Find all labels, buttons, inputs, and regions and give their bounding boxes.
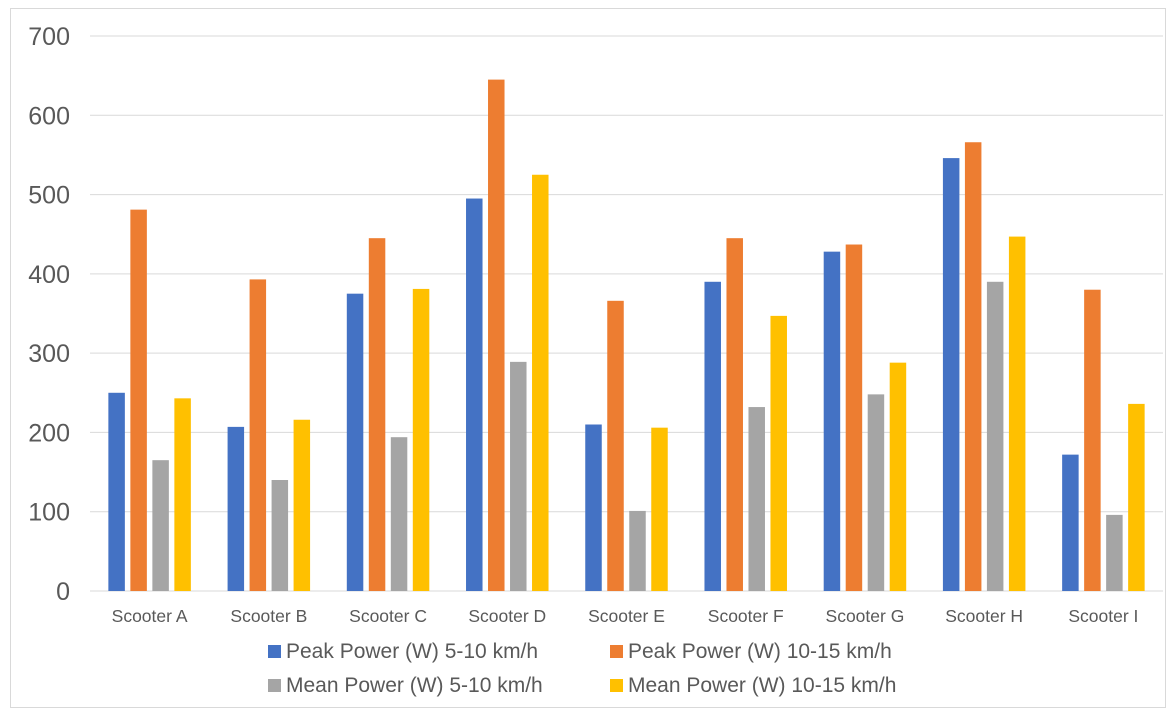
bar — [726, 238, 743, 591]
bar — [510, 361, 527, 591]
bar — [942, 158, 960, 591]
bar — [823, 251, 841, 591]
bar — [271, 480, 289, 591]
bar — [585, 424, 602, 591]
bar — [108, 392, 125, 591]
legend-label: Mean Power (W) 5-10 km/h — [286, 674, 543, 697]
bar — [845, 244, 863, 591]
bar — [346, 293, 364, 591]
bar — [174, 398, 191, 591]
legend-swatch — [268, 645, 281, 658]
bar — [964, 142, 982, 591]
legend-label: Mean Power (W) 10-15 km/h — [628, 674, 896, 697]
chart-frame — [10, 8, 1166, 708]
y-tick-label: 0 — [56, 578, 70, 606]
x-tick-label: Scooter E — [588, 606, 665, 626]
legend-swatch — [610, 679, 623, 692]
bar — [488, 79, 505, 591]
bar — [390, 437, 408, 591]
bar — [130, 209, 147, 591]
x-tick-label: Scooter I — [1068, 606, 1138, 626]
legend-label: Peak Power (W) 10-15 km/h — [628, 640, 892, 663]
y-tick-label: 100 — [28, 499, 70, 527]
bar — [293, 419, 311, 591]
y-tick-label: 400 — [28, 261, 70, 289]
bar — [629, 510, 646, 591]
bar — [889, 362, 907, 591]
legend-swatch — [268, 679, 281, 692]
bar — [249, 279, 267, 591]
bar — [412, 288, 430, 591]
bar — [1106, 514, 1123, 591]
bar — [227, 426, 245, 591]
bar — [704, 281, 721, 591]
y-tick-label: 700 — [28, 23, 70, 51]
y-tick-label: 300 — [28, 340, 70, 368]
legend-label: Peak Power (W) 5-10 km/h — [286, 640, 538, 663]
y-tick-label: 600 — [28, 102, 70, 130]
bar — [986, 281, 1004, 591]
y-tick-label: 500 — [28, 182, 70, 210]
x-tick-label: Scooter C — [349, 606, 427, 626]
bar — [1062, 454, 1079, 591]
x-tick-label: Scooter D — [468, 606, 546, 626]
bar — [532, 174, 549, 591]
bar — [770, 315, 787, 591]
x-tick-label: Scooter G — [826, 606, 905, 626]
x-tick-label: Scooter H — [945, 606, 1023, 626]
x-tick-label: Scooter A — [112, 606, 188, 626]
bar — [607, 300, 624, 591]
bar — [1084, 289, 1101, 591]
bar — [368, 238, 386, 591]
bar — [152, 460, 169, 591]
bar — [466, 198, 483, 592]
x-tick-label: Scooter F — [708, 606, 784, 626]
y-tick-label: 200 — [28, 419, 70, 447]
bar — [748, 407, 765, 591]
bar — [651, 427, 668, 591]
x-tick-label: Scooter B — [230, 606, 307, 626]
bar — [1008, 236, 1026, 592]
bar — [1128, 403, 1145, 591]
bar — [867, 394, 885, 591]
legend-swatch — [610, 645, 623, 658]
